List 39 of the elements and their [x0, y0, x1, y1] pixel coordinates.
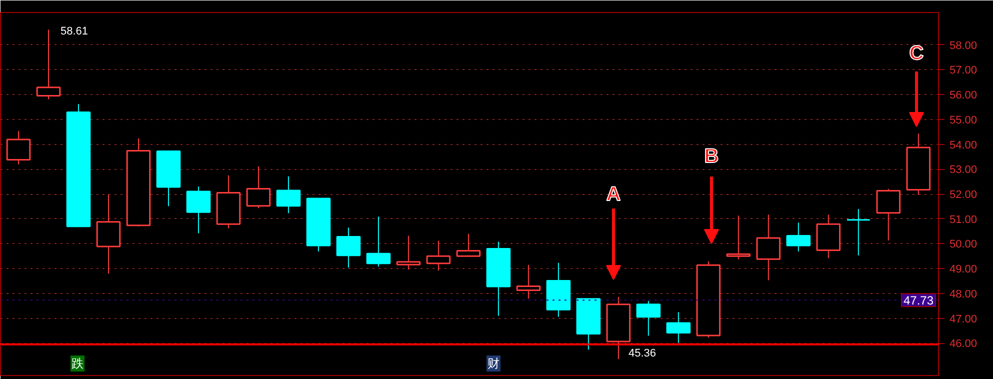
- y-tick-label: 50.00: [950, 238, 978, 251]
- annotation: 45.36: [628, 348, 656, 360]
- annotation: C: [909, 42, 924, 64]
- candlestick: [726, 215, 751, 260]
- candlestick: [366, 216, 391, 268]
- candlestick: [636, 300, 661, 336]
- candlestick: [876, 188, 901, 241]
- candlestick: [396, 235, 421, 270]
- candlestick: [186, 186, 211, 234]
- annotation: 财: [488, 356, 500, 370]
- candlestick: [516, 264, 541, 300]
- y-tick-label: 55.00: [950, 114, 978, 126]
- candlestick: [786, 222, 811, 252]
- y-tick-label: 47.00: [950, 313, 978, 326]
- y-tick-label: 57.00: [950, 64, 978, 77]
- y-tick-label: 58.00: [950, 40, 978, 52]
- ref-line-label: 47.73: [903, 294, 934, 308]
- y-tick-label: 56.00: [950, 90, 978, 102]
- annotation: 58.61: [60, 26, 88, 38]
- candlestick: [666, 312, 691, 344]
- annotation: 跌: [72, 356, 84, 370]
- annotation: A: [606, 184, 621, 206]
- candlestick: [756, 214, 781, 281]
- candlestick: [246, 166, 271, 209]
- candlestick: [276, 176, 301, 214]
- y-tick-label: 48.00: [950, 288, 978, 300]
- y-tick-label: 52.00: [950, 189, 978, 201]
- y-tick-label: 46.00: [950, 338, 978, 350]
- candlestick: [6, 130, 31, 165]
- candlestick: [336, 227, 361, 268]
- y-tick-label: 54.00: [950, 139, 978, 152]
- y-tick-label: 53.00: [950, 164, 978, 176]
- candlestick: [426, 240, 451, 272]
- y-tick-label: 49.00: [950, 264, 978, 276]
- y-tick-label: 51.00: [950, 214, 978, 226]
- annotation: B: [704, 146, 719, 168]
- candlestick: [846, 208, 871, 256]
- candlestick: [36, 29, 61, 100]
- candlestick: [456, 233, 481, 257]
